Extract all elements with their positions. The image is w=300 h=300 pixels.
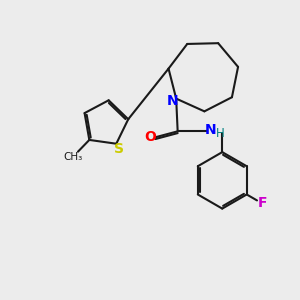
- Text: F: F: [257, 196, 267, 210]
- Text: N: N: [167, 94, 178, 109]
- Text: H: H: [215, 127, 224, 140]
- Text: S: S: [114, 142, 124, 157]
- Text: CH₃: CH₃: [63, 152, 82, 162]
- Text: N: N: [205, 123, 217, 137]
- Text: O: O: [144, 130, 156, 144]
